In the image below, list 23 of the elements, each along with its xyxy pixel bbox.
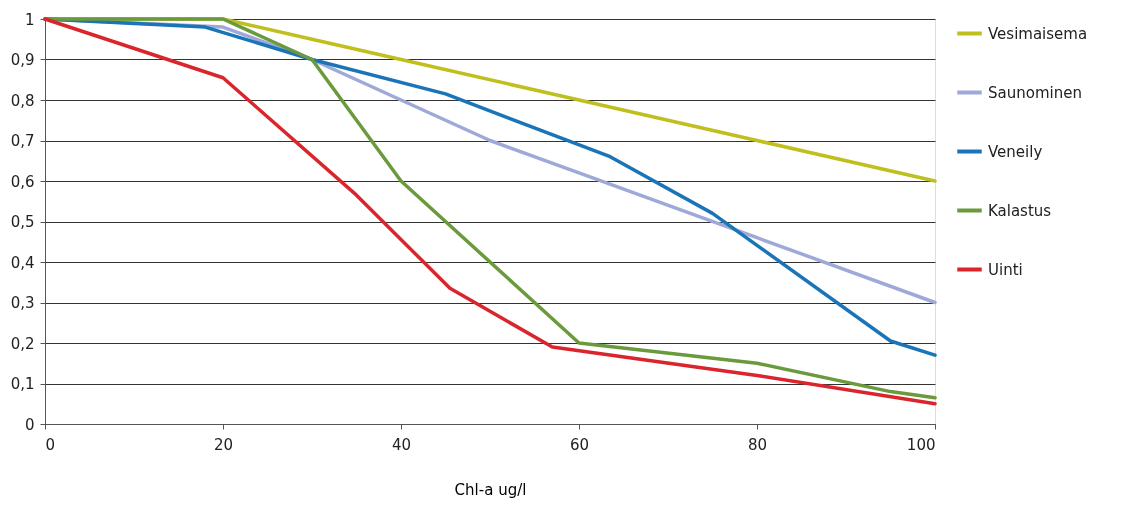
y-tick-label: 0 xyxy=(24,415,35,434)
y-tick-label: 0,3 xyxy=(10,294,35,312)
y-tick-label: 0,1 xyxy=(10,375,35,393)
x-tick-label: 100 xyxy=(906,435,936,454)
y-tick-label: 0,4 xyxy=(10,253,35,272)
x-axis-title: Chl-a ug/l xyxy=(454,480,527,499)
x-tick-label: 40 xyxy=(391,435,412,454)
legend-label: Kalastus xyxy=(988,201,1052,220)
x-tick-label: 80 xyxy=(747,435,768,454)
y-tick-label: 0,7 xyxy=(10,132,35,150)
y-tick-label: 0,8 xyxy=(10,91,35,110)
y-tick-label: 1 xyxy=(24,10,35,29)
y-tick-label: 0,2 xyxy=(10,334,35,353)
legend-label: Veneily xyxy=(988,142,1043,161)
x-tick-label: 0 xyxy=(45,435,56,454)
legend-label: Saunominen xyxy=(988,83,1082,102)
y-tick-label: 0,6 xyxy=(10,172,35,191)
x-tick-label: 60 xyxy=(569,435,590,454)
legend-label: Uinti xyxy=(988,260,1023,279)
y-tick-label: 0,9 xyxy=(10,51,35,69)
legend-label: Vesimaisema xyxy=(988,24,1088,43)
y-tick-label: 0,5 xyxy=(10,213,35,231)
x-tick-label: 20 xyxy=(213,435,234,454)
